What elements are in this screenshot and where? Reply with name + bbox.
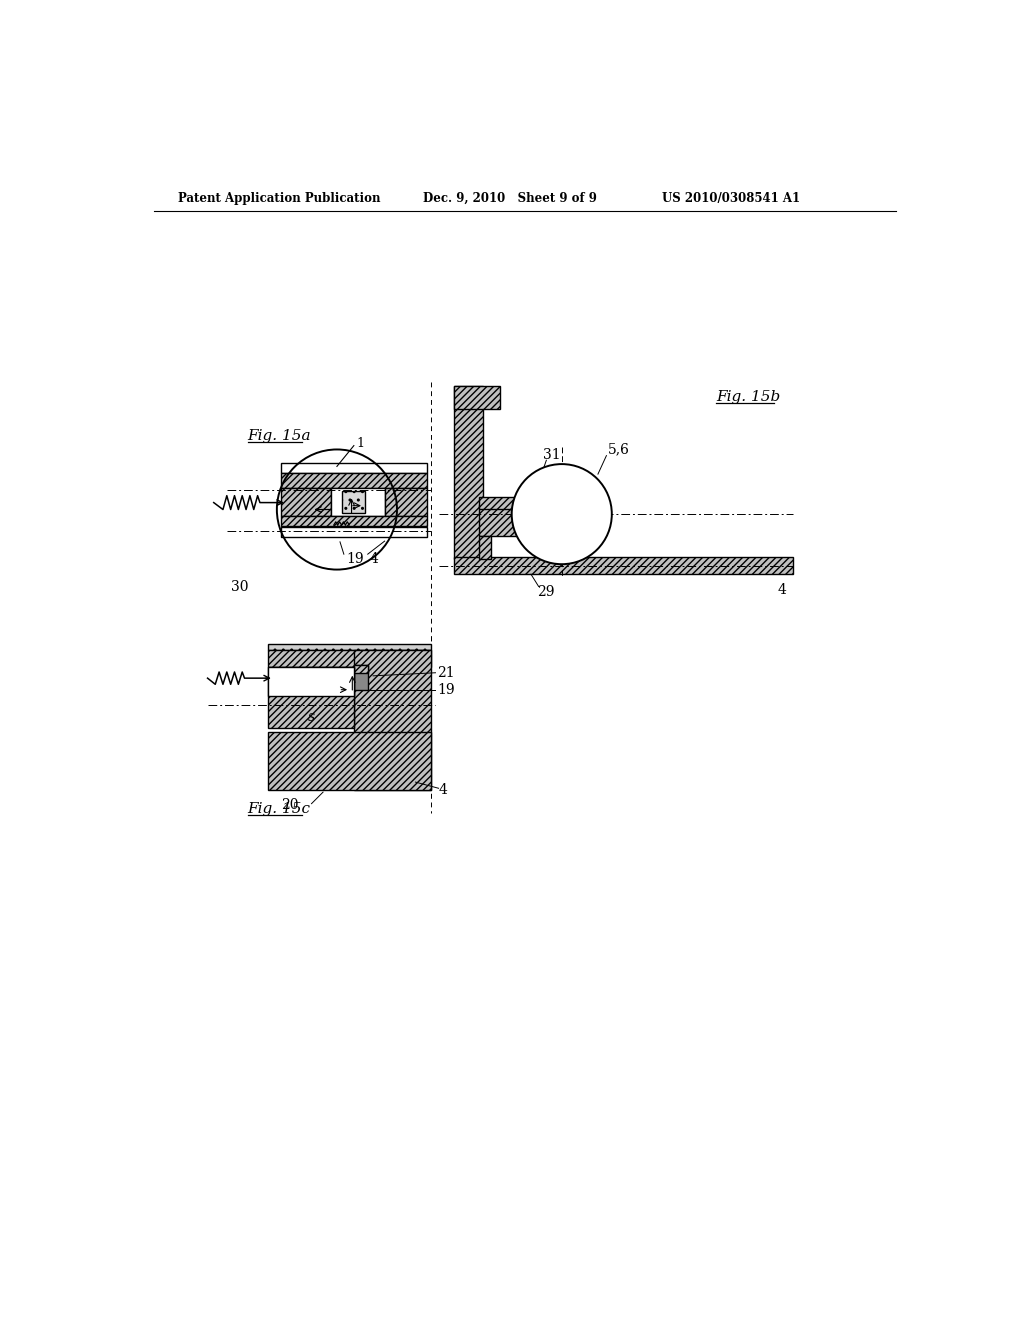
Bar bbox=[354, 649, 431, 789]
Text: US 2010/0308541 A1: US 2010/0308541 A1 bbox=[662, 191, 800, 205]
Text: Patent Application Publication: Patent Application Publication bbox=[178, 191, 381, 205]
Bar bbox=[354, 665, 368, 673]
Bar bbox=[267, 644, 431, 649]
Text: 4: 4 bbox=[370, 552, 378, 566]
Text: Fig. 15c: Fig. 15c bbox=[248, 803, 310, 816]
Text: 4: 4 bbox=[777, 582, 786, 597]
Bar bbox=[267, 667, 354, 729]
Bar bbox=[385, 488, 427, 516]
Bar bbox=[267, 649, 431, 667]
Bar bbox=[267, 667, 354, 696]
Bar bbox=[342, 491, 366, 512]
Text: 20: 20 bbox=[281, 799, 298, 812]
Text: 1: 1 bbox=[356, 437, 365, 450]
Bar bbox=[331, 488, 385, 516]
Circle shape bbox=[512, 465, 611, 564]
Bar bbox=[479, 536, 490, 558]
Bar bbox=[454, 557, 793, 574]
Text: Fig. 15b: Fig. 15b bbox=[716, 391, 780, 404]
Bar bbox=[281, 488, 331, 516]
Text: 19: 19 bbox=[346, 552, 364, 566]
Bar bbox=[354, 665, 368, 689]
Bar bbox=[454, 385, 500, 409]
Text: Dec. 9, 2010   Sheet 9 of 9: Dec. 9, 2010 Sheet 9 of 9 bbox=[423, 191, 597, 205]
Bar bbox=[479, 506, 523, 536]
Text: 31: 31 bbox=[544, 447, 561, 462]
Text: 19: 19 bbox=[437, 682, 455, 697]
Bar bbox=[281, 516, 427, 527]
Bar bbox=[267, 733, 431, 789]
Text: s: s bbox=[307, 710, 314, 725]
Bar bbox=[281, 527, 427, 537]
Text: 5,6: 5,6 bbox=[608, 442, 630, 457]
Text: 21: 21 bbox=[437, 665, 455, 680]
Text: 4: 4 bbox=[438, 783, 447, 797]
Text: 29: 29 bbox=[538, 585, 555, 599]
Bar bbox=[479, 498, 523, 508]
Text: 30: 30 bbox=[230, 579, 248, 594]
Text: Fig. 15a: Fig. 15a bbox=[248, 429, 311, 442]
Bar bbox=[281, 473, 427, 488]
Bar bbox=[454, 385, 483, 558]
Bar bbox=[281, 462, 427, 473]
